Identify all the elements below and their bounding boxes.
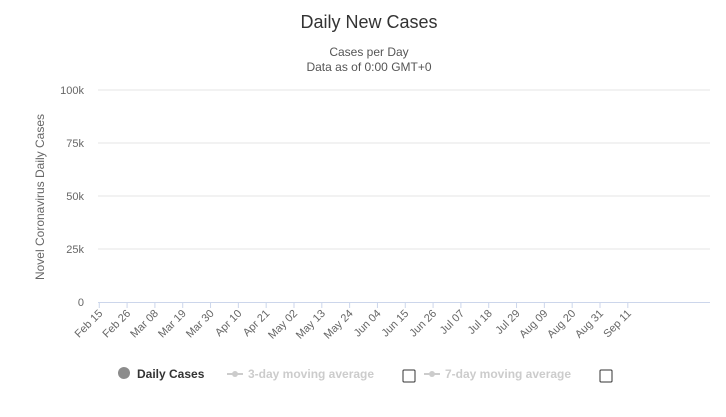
legend: Daily Cases 3-day moving average 7-day m… — [118, 367, 613, 383]
y-tick-label: 50k — [66, 191, 84, 203]
legend-item-7-day-moving-average[interactable]: 7-day moving average — [424, 367, 613, 383]
x-tick-label: Apr 10 — [213, 308, 244, 339]
legend-marker-7-day — [429, 371, 435, 377]
chart-subtitle-line-2: Data as of 0:00 GMT+0 — [306, 60, 431, 74]
legend-item-3-day-moving-average[interactable]: 3-day moving average — [227, 367, 416, 383]
y-tick-label: 25k — [66, 244, 84, 256]
legend-marker-daily-cases — [118, 367, 130, 379]
x-tick-label: Aug 20 — [545, 308, 578, 341]
x-tick-label: Sep 11 — [601, 308, 634, 341]
legend-checkbox-3-day[interactable] — [402, 369, 416, 383]
legend-label-7-day-moving-average: 7-day moving average — [445, 367, 571, 381]
legend-item-daily-cases[interactable]: Daily Cases — [118, 367, 205, 381]
y-tick-label: 75k — [66, 138, 84, 150]
x-tick-label: Jun 26 — [407, 308, 439, 340]
y-tick-label: 100k — [60, 85, 84, 97]
legend-checkbox-7-day[interactable] — [599, 369, 613, 383]
x-tick-label: Feb 15 — [73, 308, 106, 341]
x-tick-label: Jul 07 — [438, 308, 467, 337]
x-tick-label: Aug 31 — [573, 308, 606, 341]
x-tick-label: Feb 26 — [101, 308, 134, 341]
gridlines — [98, 89, 710, 250]
x-tick-label: Mar 08 — [128, 308, 161, 341]
x-tick-label: Jun 15 — [380, 308, 412, 340]
x-tick-label: Jul 18 — [466, 308, 495, 337]
legend-label-daily-cases: Daily Cases — [137, 367, 205, 381]
legend-label-3-day-moving-average: 3-day moving average — [248, 367, 374, 381]
x-tick-label: May 24 — [322, 308, 356, 342]
chart-subtitle-line-1: Cases per Day — [329, 45, 408, 59]
legend-marker-3-day — [232, 371, 238, 377]
x-tick-label: Jun 04 — [352, 308, 384, 340]
x-tick-label: May 13 — [294, 308, 328, 342]
y-axis-ticks: 0 25k 50k 75k 100k — [60, 85, 84, 309]
chart-title: Daily New Cases — [300, 12, 437, 32]
y-axis-title: Novel Coronavirus Daily Cases — [33, 114, 47, 280]
x-tick-label: May 02 — [266, 308, 300, 342]
x-tick-label: Mar 30 — [184, 308, 217, 341]
x-tick-label: Aug 09 — [517, 308, 550, 341]
y-tick-label: 0 — [78, 297, 84, 309]
x-tick-label: Mar 19 — [156, 308, 189, 341]
